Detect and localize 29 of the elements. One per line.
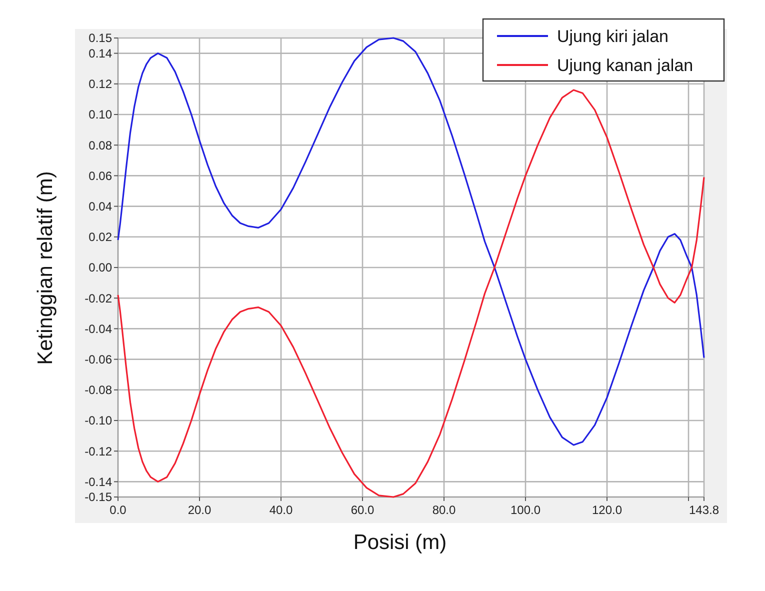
- y-tick-label: -0.02: [84, 291, 112, 306]
- y-tick-label: -0.04: [84, 322, 112, 336]
- y-tick-label: -0.15: [84, 490, 112, 504]
- y-tick-label: -0.06: [84, 352, 112, 366]
- legend-label: Ujung kanan jalan: [557, 56, 694, 75]
- y-tick-label: 0.06: [88, 168, 112, 183]
- y-tick-label: -0.14: [84, 474, 112, 489]
- x-tick-label: 60.0: [350, 503, 375, 517]
- y-tick-label: 0.10: [88, 108, 112, 122]
- x-tick-label: 100.0: [510, 503, 541, 517]
- x-tick-label: 120.0: [592, 503, 622, 517]
- y-tick-label: 0.15: [88, 31, 112, 46]
- x-tick-label: 20.0: [188, 503, 212, 517]
- y-tick-label: 0.02: [88, 230, 112, 244]
- y-tick-label: 0.14: [88, 46, 112, 60]
- x-tick-label: 80.0: [432, 503, 456, 517]
- y-tick-label: -0.12: [84, 444, 112, 458]
- y-tick-label: 0.08: [88, 138, 112, 152]
- y-tick-label: -0.08: [84, 383, 112, 398]
- x-axis-title: Posisi (m): [353, 531, 447, 554]
- y-tick-label: 0.12: [88, 77, 112, 92]
- y-axis-title: Ketinggian relatif (m): [34, 171, 57, 365]
- y-tick-label: 0.00: [88, 260, 112, 275]
- y-tick-label: -0.10: [84, 414, 112, 428]
- x-tick-label: 143.8: [688, 503, 720, 517]
- x-tick-label: 40.0: [269, 503, 294, 517]
- x-tick-label: 0.0: [110, 503, 127, 517]
- legend-label: Ujung kiri jalan: [557, 26, 668, 46]
- y-tick-label: 0.04: [88, 200, 112, 214]
